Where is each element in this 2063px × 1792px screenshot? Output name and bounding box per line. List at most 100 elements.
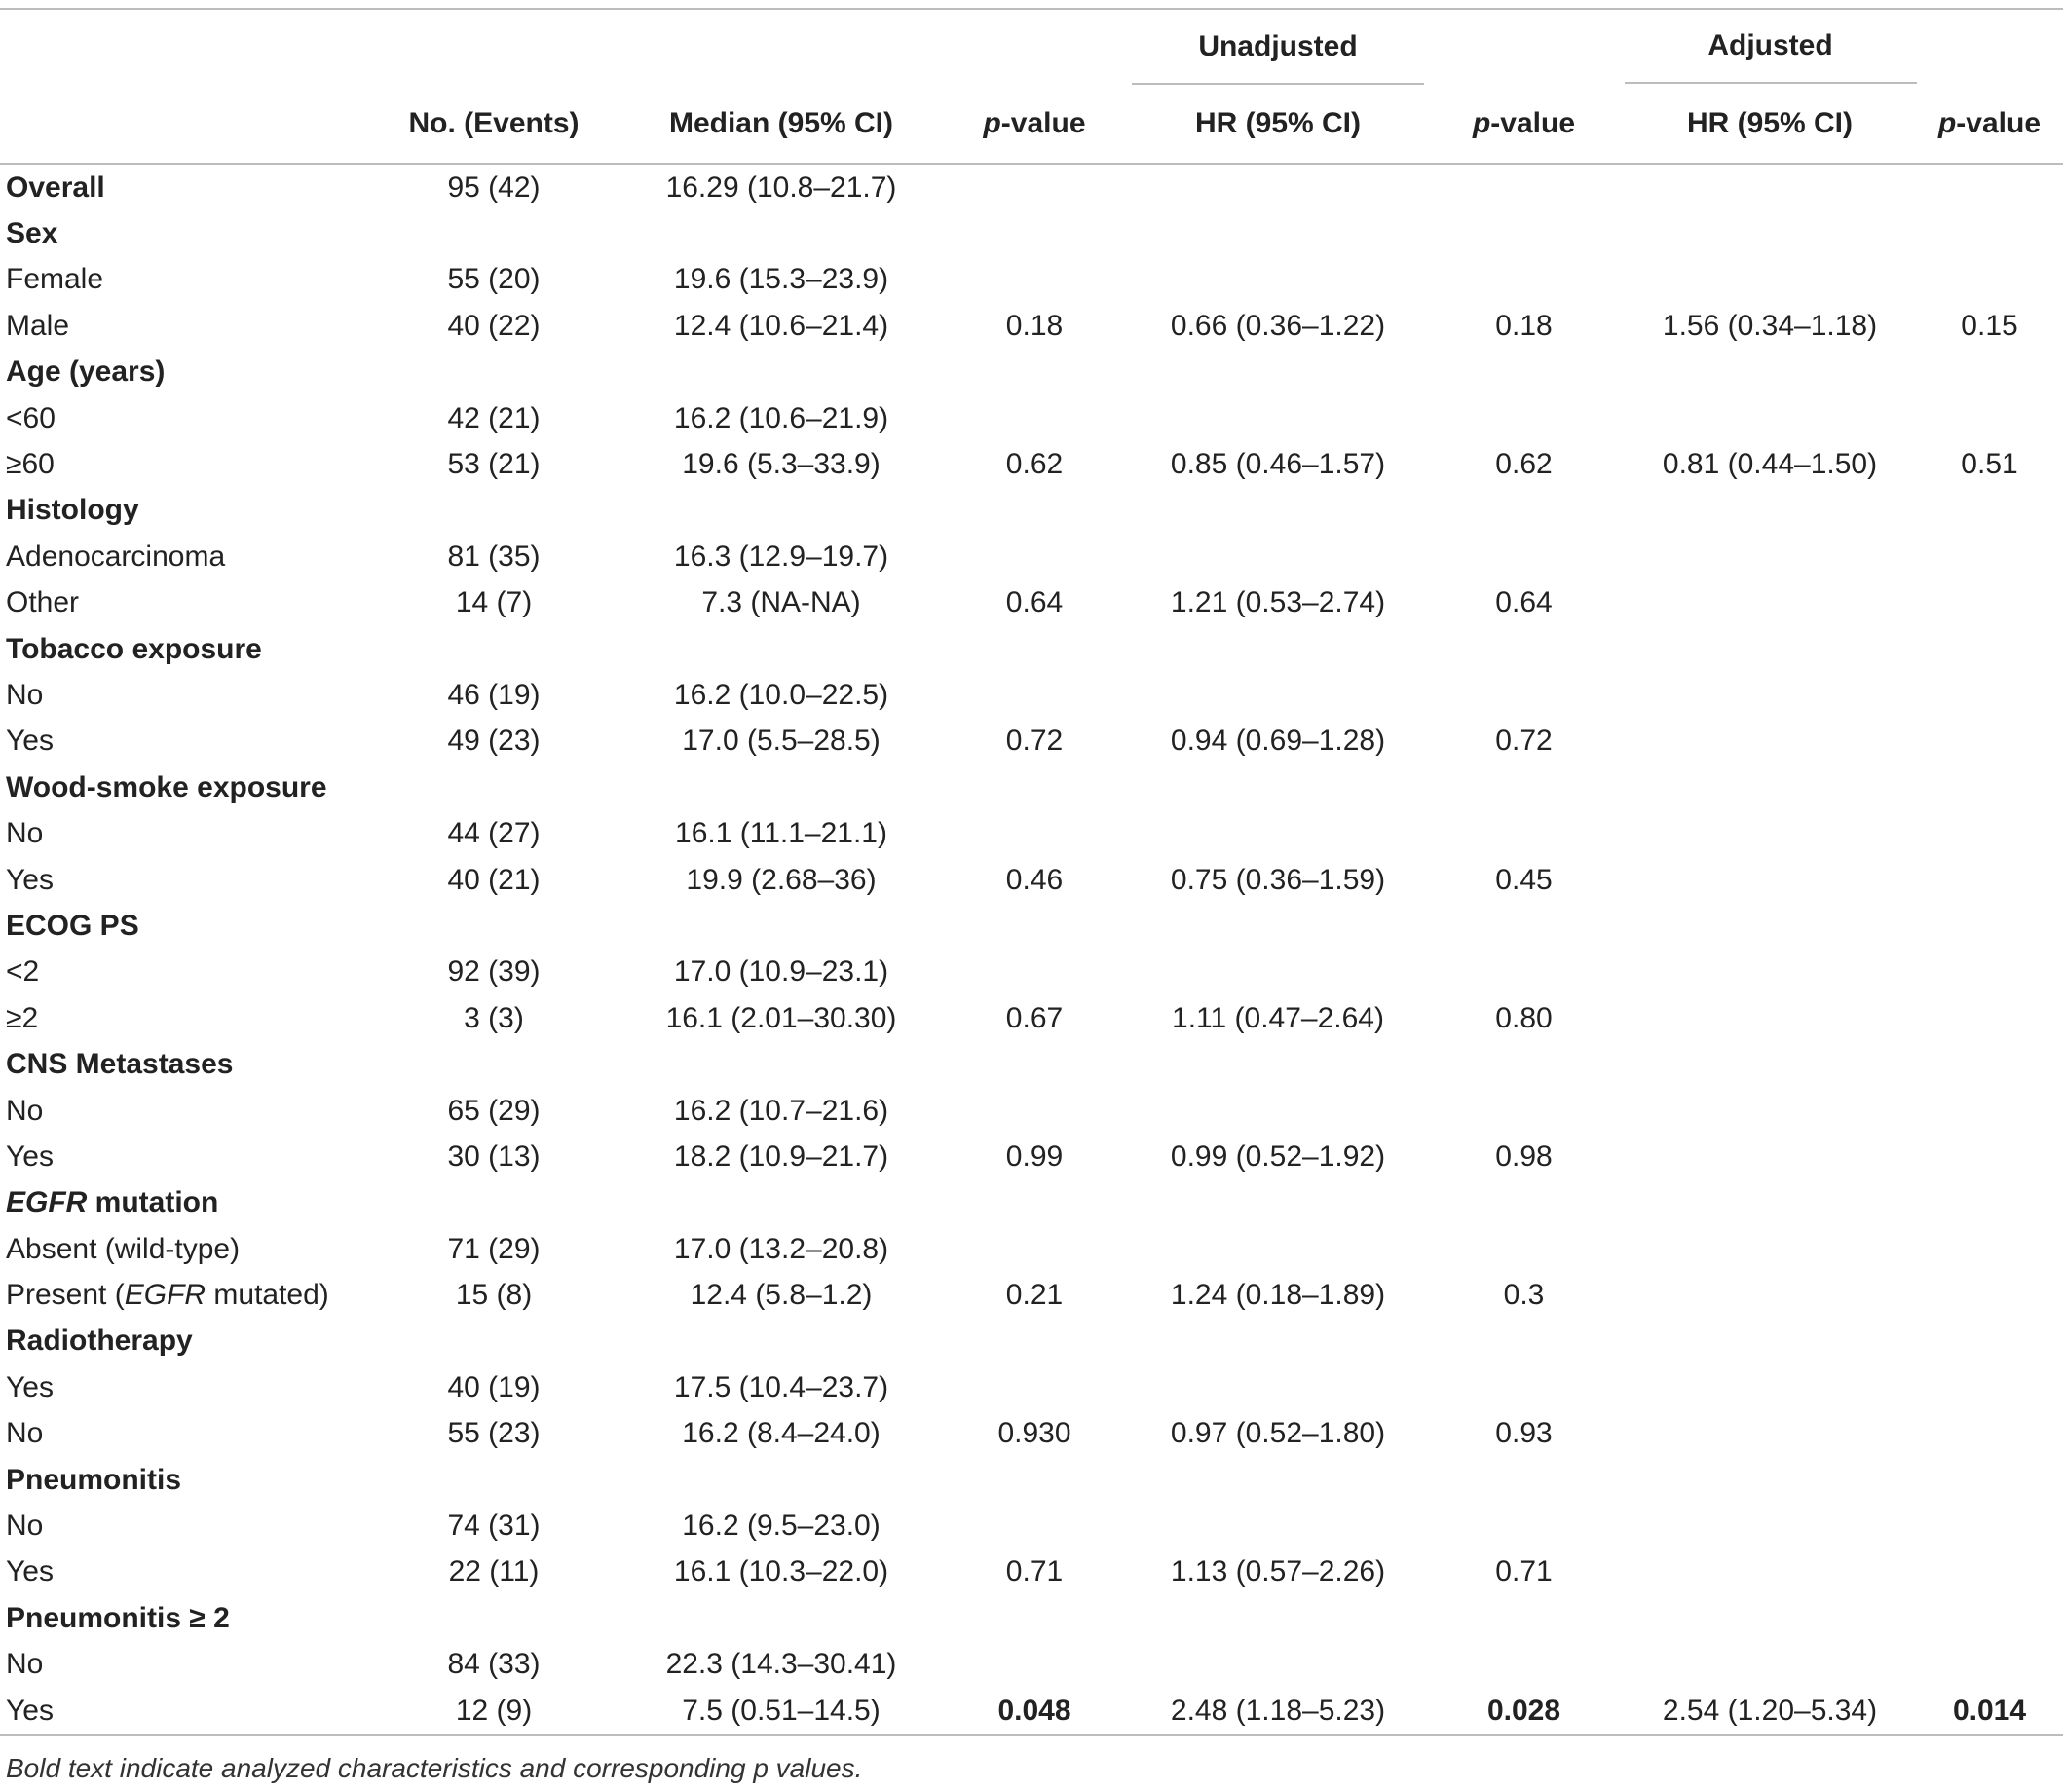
cell-p-value-2: 0.028 <box>1424 1687 1624 1736</box>
cell-hr-adjusted <box>1624 1503 1916 1549</box>
cell-median: 18.2 (10.9–21.7) <box>673 1139 889 1173</box>
cell-no-events <box>362 1180 625 1226</box>
cell-hr-unadjusted: 2.48 (1.18–5.23) <box>1132 1687 1424 1736</box>
section-row: Tobacco exposure <box>0 626 2063 672</box>
cell-median <box>625 765 937 810</box>
section-row: Sex <box>0 210 2063 256</box>
row-label: Female <box>6 263 104 296</box>
section-row: CNS Metastases <box>0 1041 2063 1087</box>
cell-p-value-2 <box>1424 903 1624 949</box>
cell-hr-adjusted: 0.81 (0.44–1.50) <box>1662 448 1878 481</box>
cell-hr-adjusted <box>1624 1041 1916 1087</box>
cell-no-events <box>362 210 625 256</box>
cell-p-value-3 <box>1916 534 2063 579</box>
cell-p-value-1: 0.67 <box>1005 1001 1064 1034</box>
table-row: Adenocarcinoma 81 (35) 16.3 (12.9–19.7) <box>0 534 2063 579</box>
cell-median: 16.2 (10.7–21.6) <box>673 1094 889 1127</box>
cell-p-value-1 <box>937 210 1132 256</box>
cell-hr-adjusted <box>1624 857 1916 903</box>
cell-p-value-2 <box>1424 1319 1624 1364</box>
table-row: No 74 (31) 16.2 (9.5–23.0) <box>0 1503 2063 1549</box>
cell-hr-unadjusted <box>1132 1503 1424 1549</box>
cell-median: 19.9 (2.68–36) <box>686 863 877 896</box>
cell-p-value-3 <box>1916 1088 2063 1134</box>
cell-hr-adjusted <box>1624 672 1916 718</box>
cell-p-value-2 <box>1424 1642 1624 1688</box>
cell-p-value-2: 0.80 <box>1495 1001 1553 1034</box>
cell-median: 17.0 (10.9–23.1) <box>673 955 889 989</box>
cell-p-value-2: 0.62 <box>1495 448 1553 481</box>
cell-median: 19.6 (5.3–33.9) <box>682 448 881 481</box>
table-row: ≥2 3 (3) 16.1 (2.01–30.30) 0.67 1.11 (0.47–2… <box>0 995 2063 1041</box>
cell-hr-adjusted <box>1624 164 1916 210</box>
cell-p-value-3 <box>1916 1041 2063 1087</box>
cell-hr-adjusted <box>1624 950 1916 995</box>
table-row: Yes 22 (11) 16.1 (10.3–22.0) 0.71 1.13 (0.57… <box>0 1549 2063 1595</box>
section-row: Histology <box>0 488 2063 534</box>
cell-p-value-2 <box>1424 488 1624 534</box>
cell-hr-adjusted: 2.54 (1.20–5.34) <box>1624 1687 1916 1736</box>
cell-p-value-1 <box>937 1457 1132 1503</box>
row-label: EGFR mutation <box>6 1186 219 1219</box>
cell-p-value-1 <box>937 395 1132 441</box>
row-label: No <box>6 1094 44 1127</box>
cell-hr-unadjusted <box>1132 903 1424 949</box>
cell-hr-unadjusted <box>1132 1642 1424 1688</box>
cell-no-events: 22 (11) <box>448 1555 540 1588</box>
header-blank <box>0 84 362 164</box>
header-p-value-1: p-value <box>983 106 1086 139</box>
cell-p-value-2 <box>1424 1180 1624 1226</box>
cell-hr-adjusted <box>1624 1272 1916 1318</box>
row-label: Age (years) <box>6 355 166 389</box>
cell-hr-unadjusted: 1.21 (0.53–2.74) <box>1170 586 1386 619</box>
cell-p-value-1 <box>937 903 1132 949</box>
cell-median: 16.2 (10.0–22.5) <box>673 678 889 711</box>
cell-p-value-2 <box>1424 164 1624 210</box>
cell-p-value-3 <box>1916 857 2063 903</box>
cell-no-events: 55 (20) <box>447 263 541 296</box>
cell-hr-adjusted <box>1624 995 1916 1041</box>
cell-p-value-3 <box>1916 1226 2063 1272</box>
cell-hr-unadjusted <box>1132 1041 1424 1087</box>
adjusted-label: Adjusted <box>1624 10 1917 84</box>
cell-p-value-2: 0.93 <box>1495 1417 1553 1450</box>
cell-hr-unadjusted: 0.66 (0.36–1.22) <box>1170 309 1386 342</box>
cell-median: 12.4 (10.6–21.4) <box>673 309 889 342</box>
cell-hr-unadjusted: 0.85 (0.46–1.57) <box>1170 448 1386 481</box>
cell-no-events <box>362 488 625 534</box>
cell-hr-adjusted <box>1624 210 1916 256</box>
section-row: ECOG PS <box>0 903 2063 949</box>
cell-p-value-3: 0.15 <box>1961 309 2018 342</box>
section-row: Radiotherapy <box>0 1319 2063 1364</box>
cell-no-events: 49 (23) <box>447 725 541 758</box>
row-label: ≥60 <box>6 448 55 481</box>
cell-p-value-2 <box>1424 765 1624 810</box>
cell-p-value-1: 0.62 <box>1005 448 1064 481</box>
cell-hr-adjusted <box>1624 1457 1916 1503</box>
table-row: Yes 40 (21) 19.9 (2.68–36) 0.46 0.75 (0.36–1… <box>0 857 2063 903</box>
cell-median: 16.29 (10.8–21.7) <box>665 170 897 204</box>
cell-hr-unadjusted <box>1132 765 1424 810</box>
row-label: Tobacco exposure <box>6 632 262 665</box>
cell-hr-unadjusted: 0.97 (0.52–1.80) <box>1170 1417 1386 1450</box>
row-label: Absent (wild-type) <box>6 1232 241 1265</box>
table-row: Present (EGFR mutated) 15 (8) 12.4 (5.8–1.… <box>0 1272 2063 1318</box>
cell-median <box>625 1319 937 1364</box>
cell-median: 16.3 (12.9–19.7) <box>673 540 889 573</box>
table-row: Female 55 (20) 19.6 (15.3–23.9) <box>0 257 2063 303</box>
cell-median <box>625 210 937 256</box>
cell-median: 16.2 (10.6–21.9) <box>673 401 889 434</box>
cell-hr-adjusted <box>1624 488 1916 534</box>
cell-p-value-1 <box>937 1364 1132 1410</box>
cell-hr-unadjusted <box>1132 164 1424 210</box>
cell-no-events: 53 (21) <box>447 448 541 481</box>
row-label: Yes <box>6 1370 54 1403</box>
header-p-value-3: p-value <box>1937 106 2042 139</box>
cell-hr-unadjusted <box>1132 1457 1424 1503</box>
table-row: No 65 (29) 16.2 (10.7–21.6) <box>0 1088 2063 1134</box>
cell-p-value-3 <box>1916 580 2063 626</box>
cell-hr-unadjusted <box>1132 1226 1424 1272</box>
cell-p-value-2: 0.45 <box>1495 863 1553 896</box>
cell-hr-unadjusted <box>1132 1364 1424 1410</box>
row-label: Pneumonitis <box>6 1463 182 1496</box>
